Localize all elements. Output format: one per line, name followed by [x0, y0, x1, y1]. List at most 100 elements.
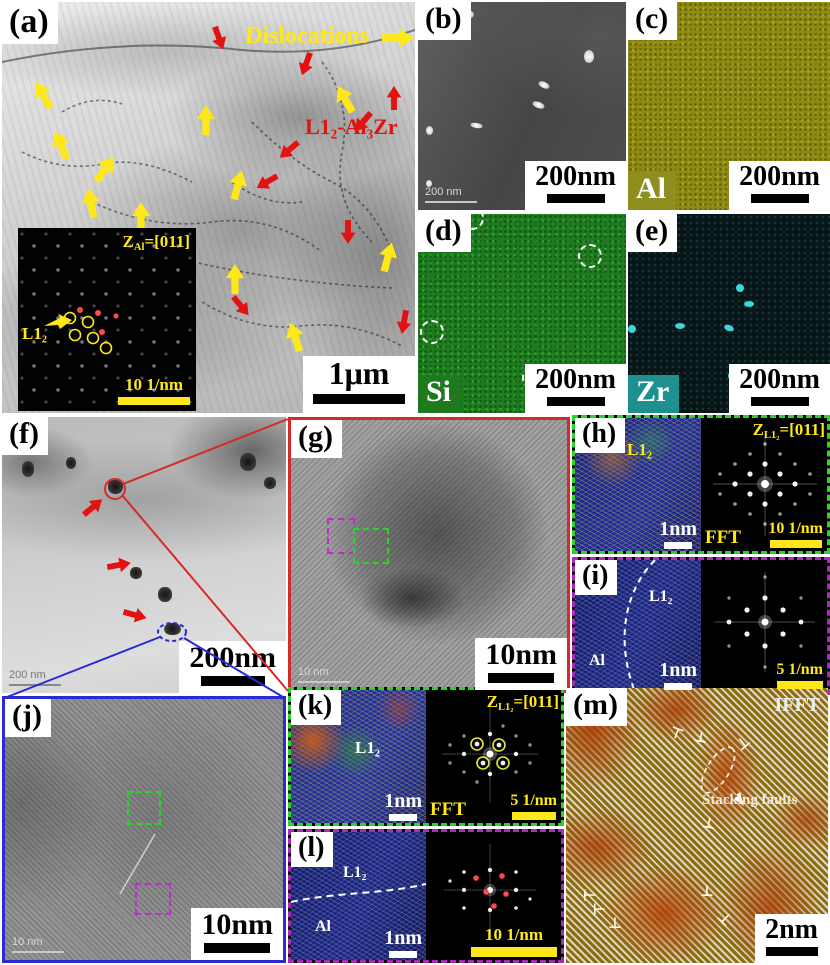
scale-label-g: 10nm [485, 637, 557, 671]
scale-label-a: 1μm [328, 355, 390, 392]
panel-h-label: (h) [575, 418, 626, 454]
scale-label-m: 2nm [765, 913, 818, 945]
panel-h-hrtem-fft: (h) L1₂ 1nm ZL1₂=[011] [572, 415, 830, 554]
k-fft-scale-text: 5 1/nm [510, 792, 557, 809]
panel-k-hrtem-fft: (k) L1₂ 1nm ZL1₂=[011] [288, 687, 564, 826]
h-fft-scale: 10 1/nm [768, 520, 823, 548]
scale-label-e: 200nm [739, 363, 820, 395]
precipitate-arrow-icon [256, 173, 279, 189]
panel-g-hrtem-particle: (g) 10 nm 10nm [288, 417, 570, 693]
panel-h-fft: ZL1₂=[011] FFT 10 1/nm [701, 418, 827, 551]
h-zone-sub: L1₂ [763, 429, 780, 441]
saed-scale: 10 1/nm [118, 375, 190, 405]
scale-bar-line-g [488, 673, 555, 683]
panel-l-fft: 10 1/nm [426, 832, 561, 960]
dislocation-t-icon: ⊥ [579, 888, 598, 902]
precipitate-arrow-icon [231, 294, 249, 316]
scale-bar-line-m [765, 947, 818, 956]
small-scale-j-text: 10 nm [12, 936, 43, 948]
saed-scale-bar [118, 397, 190, 405]
precipitate-arrow-icon [298, 51, 313, 76]
l-interface-line-art [291, 883, 426, 903]
k-scale-text: 1nm [384, 790, 422, 812]
h-fft-scale-text: 10 1/nm [768, 520, 823, 537]
stacking-fault-arrow-icon [726, 784, 744, 806]
l-fft-scale-bar [471, 947, 557, 957]
panel-d-label: (d) [418, 214, 471, 252]
scale-label-b: 200nm [535, 160, 616, 192]
dislocation-arrow-icon [286, 322, 304, 353]
scale-label-c: 200nm [739, 160, 820, 192]
panel-i-label: (i) [575, 560, 618, 596]
saed-l12-arrow-icon [44, 314, 72, 329]
l-scale-bar [389, 951, 418, 958]
j-fault-line-art [119, 833, 156, 895]
stacking-fault-annotation-art [700, 746, 744, 806]
small-scale-f-text: 200 nm [9, 669, 46, 681]
scale-bar-line-d [546, 397, 605, 406]
panel-i-fft: 5 1/nm [701, 560, 827, 692]
l-al-label: Al [315, 918, 331, 935]
h-zone-axis: ZL1₂=[011] [753, 420, 825, 441]
panel-j-hrtem-particle2: (j) 10 nm 10nm [2, 696, 286, 963]
zone-sub: Al [133, 241, 145, 253]
precipitate-arrow-icon [355, 110, 373, 132]
scale-bar-line-a [313, 394, 405, 404]
i-interface-curve-art [623, 560, 656, 692]
panel-h-lattice-image: (h) L1₂ 1nm [575, 418, 701, 551]
dislocation-arrow-icon [379, 242, 398, 273]
h-zone-rest: =[011] [779, 420, 825, 439]
scale-bar-line-j [204, 943, 271, 953]
l-scale: 1nm [384, 927, 422, 958]
dislocation-arrow-icon [34, 82, 54, 110]
panel-f-tem-precipitates: (f) 200 nm 200nm [2, 417, 286, 693]
l-fft-scale-text: 10 1/nm [484, 925, 544, 944]
panel-b-label: (b) [418, 2, 471, 40]
small-scale-g-line [298, 681, 350, 683]
panel-k-fft: ZL1₂=[011] FFT 5 1/nm [426, 690, 561, 823]
precipitate-arrow-icon [81, 499, 103, 517]
k-fft-scale-bar [511, 812, 556, 820]
panel-k-label: (k) [291, 690, 342, 726]
panel-c-eds-al: (c) Al 200nm [628, 2, 830, 210]
panel-l-hrtem-fft: (l) L1₂ Al 1nm [288, 829, 564, 963]
h-scale-text: 1nm [659, 518, 697, 540]
i-fft-scale-bar [776, 681, 823, 689]
panel-g-label: (g) [291, 420, 342, 458]
panel-l-label: (l) [291, 832, 334, 868]
scale-bar-d: 200nm [525, 363, 626, 413]
k-zone-axis: ZL1₂=[011] [487, 692, 559, 713]
element-box-si: Si [418, 375, 462, 413]
precipitate-arrow-icon [106, 557, 131, 573]
i-l12-label: L1₂ [649, 588, 673, 605]
small-scale-j: 10 nm [12, 936, 64, 953]
h-fft-scale-bar [769, 540, 822, 548]
dislocation-arrow-icon [52, 131, 71, 161]
l-l12-label: L1₂ [343, 864, 367, 881]
h-fft-spots-art [713, 432, 817, 536]
dislocation-t-icon: ⊥ [608, 914, 622, 932]
small-scale-g: 10 nm [298, 666, 350, 683]
h-fft-label: FFT [705, 527, 741, 548]
saed-spots-art [44, 307, 119, 355]
i-al-label: Al [589, 652, 605, 669]
panel-a-label: (a) [2, 2, 58, 45]
dislocation-lines-art [2, 29, 415, 347]
scale-bar-b: 200nm [525, 160, 626, 210]
dislocation-t-icon: ⊥ [700, 882, 714, 900]
scale-label-j: 10nm [201, 907, 273, 941]
element-box-zr: Zr [628, 375, 680, 413]
h-scale-bar [664, 542, 693, 549]
i-fft-scale: 5 1/nm [776, 661, 823, 689]
panel-c-label: (c) [628, 2, 678, 40]
k-l12-label: L1₂ [355, 738, 380, 757]
k-zone-sub: L1₂ [497, 701, 514, 713]
small-scale-g-text: 10 nm [298, 666, 329, 678]
si-cluster-circle [578, 244, 602, 268]
saed-scale-text: 10 1/nm [124, 375, 184, 394]
i-scale-bar [664, 683, 693, 690]
h-zone-z: Z [752, 420, 764, 439]
k-zone-rest: =[011] [513, 692, 559, 711]
k-scale: 1nm [384, 790, 422, 821]
zone-z: Z [122, 232, 134, 251]
